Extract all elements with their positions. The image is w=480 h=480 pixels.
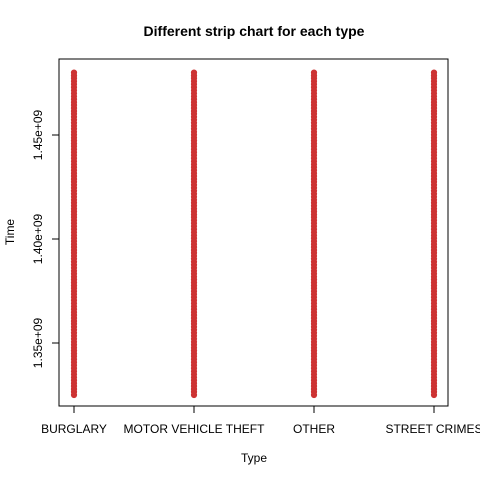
x-tick-label: OTHER (293, 422, 335, 436)
x-axis-label: Type (241, 451, 267, 465)
strip-point (70, 391, 78, 399)
x-tick-label: BURGLARY (41, 422, 107, 436)
strip-point (430, 391, 438, 399)
x-tick-label: STREET CRIMES (385, 422, 480, 436)
y-tick-label: 1.40e+09 (31, 213, 45, 264)
y-tick-label: 1.45e+09 (31, 109, 45, 160)
y-axis-label: Time (3, 219, 17, 246)
y-axis: 1.35e+09 1.40e+09 1.45e+09 (31, 109, 60, 368)
strip-point (310, 391, 318, 399)
data-points (70, 69, 438, 399)
x-axis: BURGLARY MOTOR VEHICLE THEFT OTHER STREET C… (41, 405, 480, 436)
y-tick-label: 1.35e+09 (31, 317, 45, 368)
chart-title: Different strip chart for each type (144, 23, 365, 39)
plot-frame (58, 58, 449, 407)
strip-point (190, 391, 198, 399)
x-tick-label: MOTOR VEHICLE THEFT (124, 422, 266, 436)
